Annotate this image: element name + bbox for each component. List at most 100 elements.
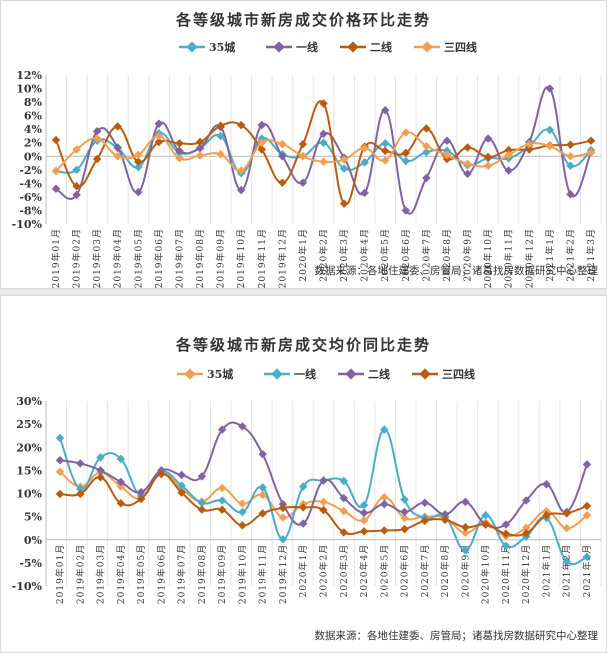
x-tick-label: 2020年6月 bbox=[399, 544, 411, 598]
data-point bbox=[319, 497, 328, 507]
data-point bbox=[298, 178, 308, 187]
data-point bbox=[339, 199, 349, 208]
x-tick-label: 2020年9月 bbox=[462, 228, 474, 282]
data-point bbox=[400, 507, 409, 517]
data-point bbox=[298, 139, 308, 149]
y-tick-label: 25% bbox=[16, 418, 42, 431]
legend-label: 三四线 bbox=[444, 40, 477, 54]
data-point bbox=[175, 139, 184, 148]
x-tick-label: 2019年09月 bbox=[215, 228, 227, 288]
data-point bbox=[380, 105, 390, 115]
data-point bbox=[195, 151, 205, 160]
data-point bbox=[298, 482, 308, 491]
data-point bbox=[501, 520, 511, 529]
data-point bbox=[339, 528, 349, 537]
data-point bbox=[76, 489, 85, 499]
data-point bbox=[134, 157, 143, 166]
data-point bbox=[483, 161, 493, 170]
y-tick-label: 2% bbox=[24, 137, 43, 150]
data-point bbox=[136, 487, 146, 497]
data-point bbox=[113, 152, 122, 161]
data-point bbox=[359, 516, 369, 525]
data-point bbox=[545, 141, 555, 151]
data-point bbox=[92, 154, 102, 164]
data-point bbox=[55, 467, 65, 477]
data-point bbox=[483, 134, 493, 143]
data-point bbox=[360, 188, 369, 198]
data-point bbox=[116, 454, 126, 464]
x-tick-label: 2020年12月 bbox=[523, 228, 535, 288]
data-point bbox=[359, 508, 369, 518]
mom-chart-panel: 各等级城市新房成交价格环比走势 35城 一线 二线 三四线 -10% -8% -6% -4% -… bbox=[0, 0, 607, 289]
x-tick-label: 2019年07月 bbox=[176, 544, 188, 604]
x-tick-label: 2019年01月 bbox=[54, 544, 66, 604]
y-tick-label: -2% bbox=[19, 164, 42, 177]
x-tick-label: 2019年12月 bbox=[276, 228, 288, 288]
data-point bbox=[380, 492, 389, 502]
data-point bbox=[258, 449, 267, 459]
data-point bbox=[461, 497, 470, 507]
data-point bbox=[442, 150, 452, 160]
x-tick-label: 2019年08月 bbox=[194, 228, 206, 288]
x-tick-label: 2019年10月 bbox=[236, 544, 248, 604]
data-point bbox=[177, 481, 186, 490]
data-point bbox=[154, 119, 164, 129]
legend-label: 35城 bbox=[207, 367, 233, 381]
data-point bbox=[463, 143, 472, 152]
x-tick-label: 2019年05月 bbox=[135, 544, 147, 604]
x-tick-label: 2019年05月 bbox=[132, 228, 144, 288]
data-point bbox=[501, 541, 511, 551]
legend-marker bbox=[421, 41, 433, 53]
data-point bbox=[420, 516, 430, 526]
data-point bbox=[76, 459, 85, 468]
x-tick-label: 2020年6月 bbox=[400, 228, 412, 282]
data-point bbox=[197, 505, 207, 514]
data-point bbox=[55, 455, 65, 465]
data-point bbox=[51, 135, 61, 145]
legend-marker bbox=[273, 41, 285, 53]
data-point bbox=[319, 476, 328, 485]
data-point bbox=[278, 178, 287, 187]
x-tick-label: 2019年08月 bbox=[196, 544, 208, 604]
data-point bbox=[257, 145, 267, 154]
y-tick-label: 30% bbox=[16, 395, 42, 408]
y-tick-label: 10% bbox=[16, 83, 42, 96]
x-tick-label: 2019年03月 bbox=[95, 544, 107, 604]
data-point bbox=[582, 501, 592, 511]
data-point bbox=[258, 483, 267, 492]
data-point bbox=[422, 141, 431, 151]
data-point bbox=[420, 498, 430, 507]
data-point bbox=[566, 140, 575, 150]
data-point bbox=[298, 519, 308, 528]
data-point bbox=[217, 505, 227, 514]
data-point bbox=[55, 489, 65, 499]
x-tick-label: 2020年10月 bbox=[482, 228, 494, 288]
data-point bbox=[463, 169, 472, 179]
data-point bbox=[380, 156, 390, 165]
y-tick-label: 5% bbox=[24, 511, 43, 524]
data-point bbox=[504, 150, 513, 160]
x-tick-label: 2019年04月 bbox=[115, 544, 127, 604]
data-point bbox=[195, 137, 205, 147]
data-point bbox=[401, 128, 411, 137]
data-point bbox=[545, 84, 555, 93]
y-tick-label: -10% bbox=[12, 218, 43, 231]
data-point bbox=[96, 453, 105, 462]
legend-label: 一线 bbox=[294, 367, 316, 381]
data-point bbox=[55, 433, 65, 443]
data-point bbox=[278, 535, 288, 544]
data-point bbox=[257, 138, 267, 147]
data-point bbox=[175, 146, 184, 156]
x-tick-label: 2020年3月 bbox=[338, 544, 350, 598]
data-point bbox=[319, 129, 328, 139]
data-point bbox=[339, 476, 349, 486]
data-point bbox=[521, 529, 531, 538]
data-point bbox=[217, 483, 227, 493]
x-tick-label: 2020年8月 bbox=[439, 544, 451, 598]
data-point bbox=[154, 137, 164, 147]
data-point bbox=[134, 150, 143, 160]
data-point bbox=[504, 166, 513, 175]
x-tick-label: 2020年10月 bbox=[480, 544, 492, 604]
data-point bbox=[481, 510, 490, 520]
data-point bbox=[134, 162, 143, 172]
